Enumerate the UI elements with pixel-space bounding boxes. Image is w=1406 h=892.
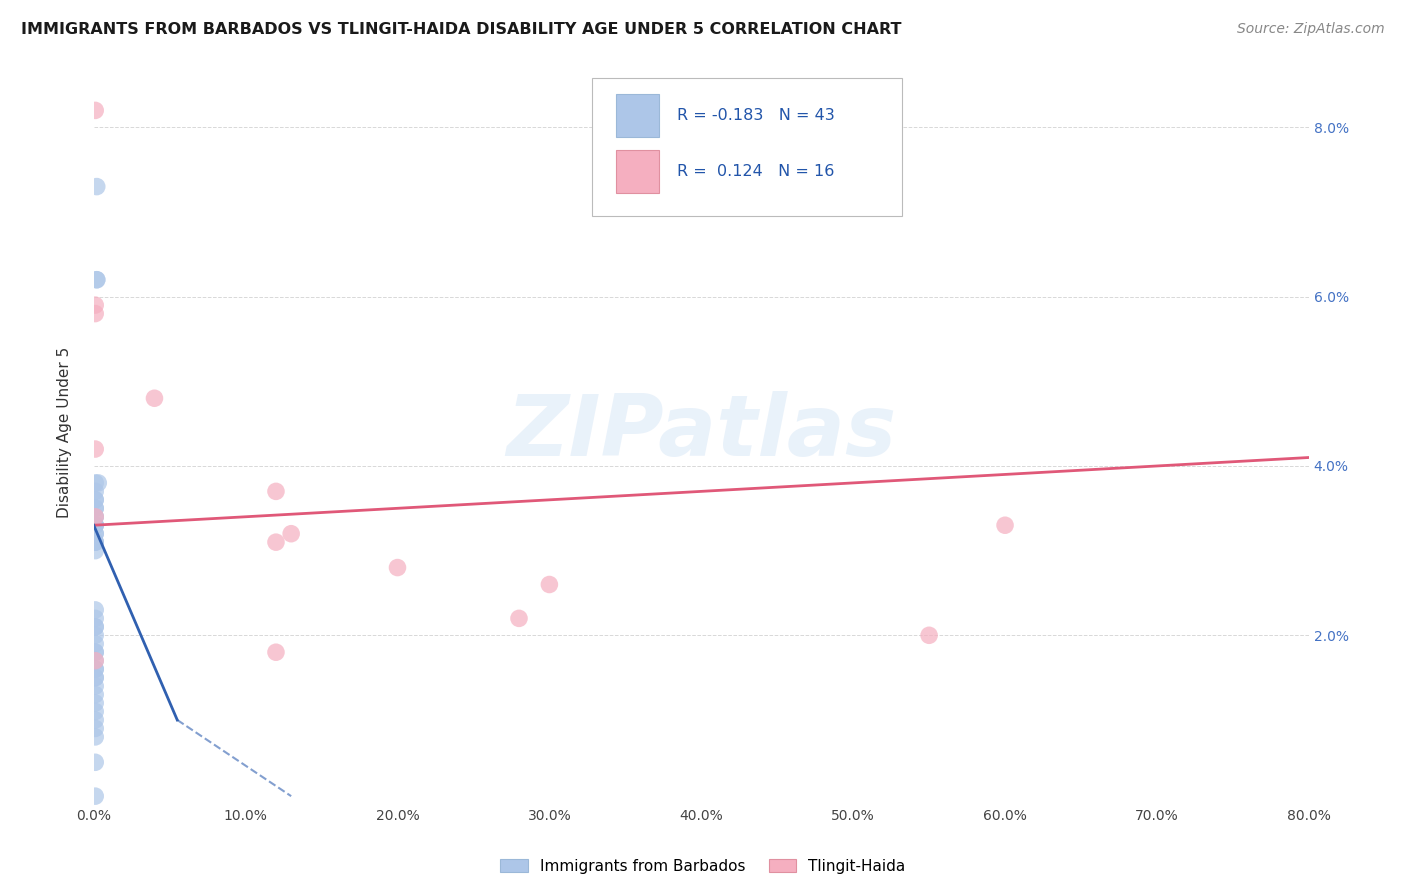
Point [84, 535, 107, 549]
Point [84, 645, 107, 659]
Point [84, 475, 107, 490]
Text: Source: ZipAtlas.com: Source: ZipAtlas.com [1237, 22, 1385, 37]
Bar [616, 150, 659, 193]
Point [84, 789, 107, 804]
Point [84, 518, 107, 533]
Point [84, 756, 107, 770]
Point [84, 518, 107, 533]
Point [143, 391, 166, 405]
Point [84, 671, 107, 685]
Point [280, 526, 302, 541]
Point [538, 577, 561, 591]
Point [264, 484, 287, 499]
Point [84, 671, 107, 685]
Text: IMMIGRANTS FROM BARBADOS VS TLINGIT-HAIDA DISABILITY AGE UNDER 5 CORRELATION CHA: IMMIGRANTS FROM BARBADOS VS TLINGIT-HAID… [21, 22, 901, 37]
Text: ZIPatlas: ZIPatlas [506, 391, 897, 474]
Point [84, 730, 107, 744]
Point [84, 509, 107, 524]
Point [84, 442, 107, 456]
Point [84, 654, 107, 668]
Point [84, 662, 107, 676]
Point [84, 662, 107, 676]
Text: R =  0.124   N = 16: R = 0.124 N = 16 [676, 164, 834, 179]
Bar [616, 94, 659, 137]
Point [84, 103, 107, 118]
Point [84, 501, 107, 516]
Point [84, 688, 107, 702]
Point [84, 620, 107, 634]
Point [84, 637, 107, 651]
Point [84, 484, 107, 499]
Point [84, 501, 107, 516]
Point [918, 628, 941, 642]
Point [264, 535, 287, 549]
Point [387, 560, 409, 574]
Point [86, 273, 108, 287]
Point [84, 509, 107, 524]
Point [87, 475, 110, 490]
Point [84, 654, 107, 668]
Point [994, 518, 1017, 533]
FancyBboxPatch shape [592, 78, 901, 216]
Point [264, 645, 287, 659]
Point [84, 543, 107, 558]
Point [84, 611, 107, 625]
Point [84, 518, 107, 533]
Point [84, 526, 107, 541]
Point [84, 298, 107, 312]
Point [84, 645, 107, 659]
Point [84, 722, 107, 736]
Point [84, 620, 107, 634]
Point [84, 492, 107, 507]
Y-axis label: Disability Age Under 5: Disability Age Under 5 [58, 346, 72, 517]
Point [508, 611, 530, 625]
Text: R = -0.183   N = 43: R = -0.183 N = 43 [676, 108, 835, 123]
Point [86, 273, 108, 287]
Point [84, 705, 107, 719]
Point [84, 628, 107, 642]
Point [84, 509, 107, 524]
Point [84, 307, 107, 321]
Point [84, 535, 107, 549]
Point [84, 526, 107, 541]
Point [84, 713, 107, 727]
Point [86, 179, 108, 194]
Point [84, 603, 107, 617]
Legend: Immigrants from Barbados, Tlingit-Haida: Immigrants from Barbados, Tlingit-Haida [495, 853, 911, 880]
Point [84, 696, 107, 710]
Point [84, 535, 107, 549]
Point [84, 492, 107, 507]
Point [84, 679, 107, 693]
